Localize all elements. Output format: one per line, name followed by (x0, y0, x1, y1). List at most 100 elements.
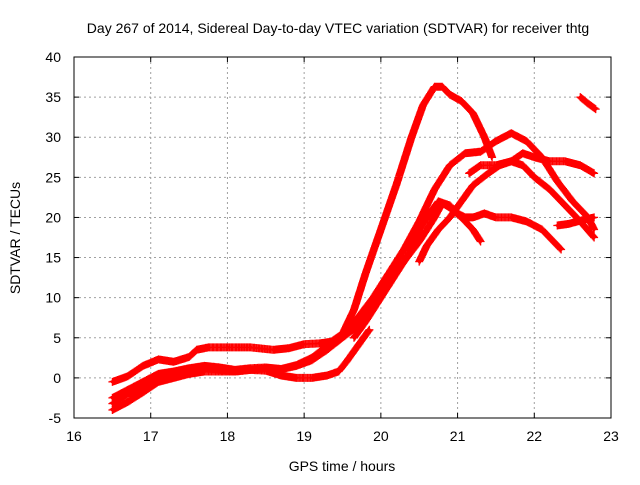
data-point (417, 227, 421, 231)
data-point (352, 336, 356, 340)
data-point (563, 203, 567, 207)
x-tick-label: 17 (143, 428, 159, 444)
data-point (448, 93, 452, 97)
data-point (463, 215, 467, 219)
data-point (494, 215, 498, 219)
series-trace-9 (576, 93, 600, 114)
data-point (467, 171, 471, 175)
series-trace-1 (108, 82, 497, 386)
data-point (172, 376, 176, 380)
data-point (548, 236, 552, 239)
data-point (594, 107, 598, 111)
series-trace-4 (108, 325, 374, 414)
data-point (141, 364, 145, 368)
data-point (356, 316, 360, 320)
data-point (367, 328, 371, 332)
x-tick-label: 16 (66, 428, 82, 444)
data-point (172, 360, 176, 364)
series-trace-8 (553, 213, 599, 230)
data-point (302, 342, 306, 346)
data-point (482, 135, 486, 139)
data-point (433, 187, 437, 191)
x-tick-label: 23 (603, 428, 619, 444)
data-point (578, 163, 582, 167)
data-point (187, 372, 191, 376)
data-point (509, 131, 513, 135)
data-point (344, 360, 348, 364)
data-point (509, 215, 513, 219)
data-point (379, 296, 383, 300)
x-tick-label: 20 (373, 428, 389, 444)
data-point (555, 223, 559, 227)
data-point (479, 240, 483, 244)
series-trace-7 (465, 149, 599, 178)
data-point (337, 369, 341, 373)
data-point (490, 155, 494, 159)
data-point (471, 111, 475, 115)
data-point (592, 227, 596, 231)
data-point (126, 392, 130, 396)
data-point (471, 227, 475, 231)
data-point (248, 368, 252, 372)
data-point (471, 183, 475, 187)
data-point (578, 219, 582, 223)
data-point (394, 183, 398, 187)
data-point (195, 348, 199, 352)
data-point (567, 222, 571, 226)
data-point (592, 215, 596, 219)
data-point (436, 199, 440, 203)
data-point (364, 320, 368, 324)
data-point (394, 272, 398, 276)
data-point (425, 244, 429, 248)
data-point (206, 345, 210, 349)
plot-frame (73, 56, 612, 419)
data-point (417, 219, 421, 223)
x-tick-label: 21 (450, 428, 466, 444)
data-point (436, 227, 440, 231)
data-point (379, 227, 383, 231)
y-tick-label: -5 (49, 410, 62, 426)
y-tick-label: 30 (45, 129, 61, 145)
data-point (459, 99, 463, 103)
data-point (402, 248, 406, 252)
data-point (525, 219, 529, 223)
x-axis-label: GPS time / hours (289, 458, 396, 474)
data-point (356, 344, 360, 348)
x-tick-label: 22 (526, 428, 542, 444)
data-point (141, 390, 145, 394)
data-point (482, 211, 486, 215)
data-point (592, 236, 596, 239)
data-point (433, 215, 437, 219)
data-point (410, 248, 414, 252)
data-point (271, 348, 275, 352)
data-point (279, 367, 283, 371)
data-point (325, 348, 329, 352)
data-point (248, 345, 252, 349)
data-point (233, 369, 237, 373)
data-point (218, 369, 222, 373)
data-point (410, 135, 414, 139)
data-point (532, 155, 536, 159)
data-point (521, 151, 525, 155)
data-point (448, 163, 452, 167)
data-point (425, 215, 429, 219)
data-point (325, 373, 329, 377)
data-point (592, 171, 596, 175)
data-point (532, 175, 536, 179)
data-point (287, 346, 291, 350)
data-point (548, 187, 552, 191)
data-point (110, 402, 114, 406)
data-point (156, 380, 160, 384)
data-point (448, 203, 452, 207)
data-point (156, 372, 160, 376)
data-point (448, 215, 452, 219)
x-tick-label: 18 (220, 428, 236, 444)
data-point (463, 151, 467, 155)
data-point (264, 369, 268, 373)
data-point (525, 139, 529, 143)
data-point (294, 364, 298, 368)
data-point (494, 163, 498, 167)
data-point (521, 163, 525, 167)
data-series (108, 82, 600, 414)
